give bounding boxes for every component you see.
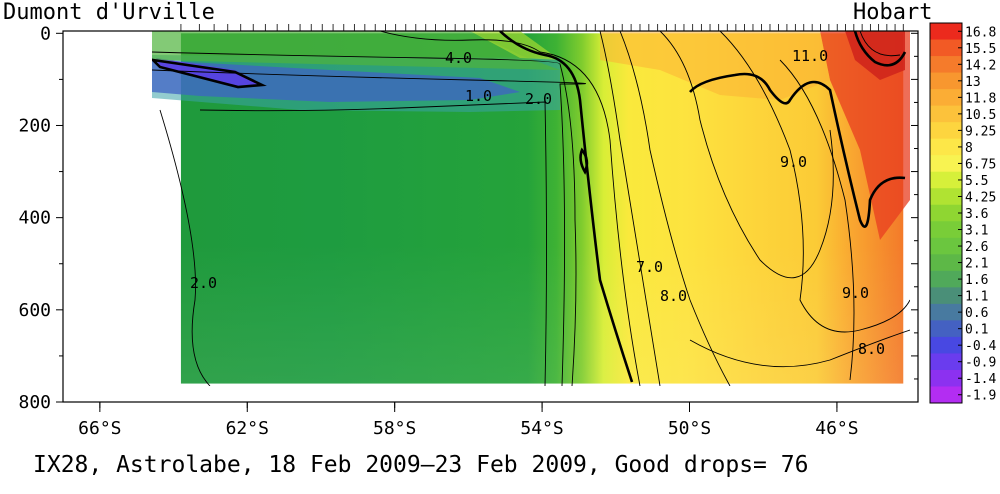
- colorbar-label: 2.1: [965, 257, 988, 272]
- colorbar-label: -0.9: [965, 356, 996, 371]
- contour-label: 11.0: [792, 47, 828, 65]
- y-axis: 0 200 400 600 800: [18, 23, 63, 413]
- right-axis-ticks: [911, 32, 918, 403]
- colorbar-label: 3.6: [965, 207, 988, 222]
- colorbar-swatch: [930, 105, 962, 123]
- plot-frame: [62, 30, 919, 403]
- colorbar-label: 15.5: [965, 42, 996, 57]
- colorbar-swatch: [930, 369, 962, 387]
- colorbar-label: 13: [965, 75, 981, 90]
- isotherm-thick: [152, 58, 267, 89]
- colorbar-swatch: [930, 320, 962, 338]
- title-right: Hobart: [853, 0, 932, 25]
- y-tick-label: 800: [18, 392, 51, 413]
- colorbar-swatch: [930, 56, 962, 74]
- y-tick-label: 0: [40, 23, 51, 44]
- contour-label: 1.0: [465, 87, 492, 105]
- contour-labels: 4.0 1.0 2.0 2.0 11.0 9.0 7.0 8.0 9.0 8.0: [190, 47, 885, 358]
- colorbar-label: 0.6: [965, 306, 988, 321]
- x-tick-label: 54°S: [520, 418, 563, 439]
- isotherm-thin: [159, 109, 211, 386]
- colorbar-swatch: [930, 171, 962, 189]
- isotherm-thin: [779, 59, 855, 381]
- x-tick-label: 66°S: [78, 418, 121, 439]
- colorbar-label: 0.1: [965, 323, 988, 338]
- temperature-field: [152, 31, 910, 384]
- isotherm-thin: [689, 329, 910, 368]
- isotherm-thin: [719, 31, 910, 333]
- colorbar-label: 10.5: [965, 108, 996, 123]
- colorbar-swatch: [930, 270, 962, 288]
- contour-label: 8.0: [660, 287, 687, 305]
- isotherm-thin: [199, 101, 547, 386]
- isotherm-thick: [579, 147, 589, 175]
- colorbar-swatch: [930, 188, 962, 206]
- isotherm-thick: [689, 72, 906, 228]
- contour-label: 9.0: [780, 153, 807, 171]
- colorbar-swatch: [930, 303, 962, 321]
- colorbar-swatch: [930, 39, 962, 57]
- colorbar-label: 11.8: [965, 91, 996, 106]
- y-tick-label: 600: [18, 300, 51, 321]
- isotherm-thin: [599, 31, 661, 386]
- colorbar-label: 4.25: [965, 190, 996, 205]
- isotherm-thin: [619, 31, 731, 386]
- x-tick-label: 46°S: [815, 418, 858, 439]
- colorbar-swatch: [930, 138, 962, 156]
- contour-label: 2.0: [525, 90, 552, 108]
- title-left: Dumont d'Urville: [3, 0, 215, 25]
- colorbar-label: -1.4: [965, 372, 996, 387]
- colorbar-label: 2.6: [965, 240, 988, 255]
- isotherm-thick: [499, 31, 634, 383]
- isotherm-thin: [152, 51, 577, 386]
- colorbar-swatch: [930, 155, 962, 173]
- contour-label: 9.0: [842, 284, 869, 302]
- x-axis: 66°S 62°S 58°S 54°S 50°S 46°S: [78, 402, 859, 439]
- colorbar-label: 1.1: [965, 290, 988, 305]
- colorbar-label: 5.5: [965, 174, 988, 189]
- colorbar-swatch: [930, 386, 962, 404]
- colorbar-label: -0.4: [965, 339, 996, 354]
- colorbar-label: 16.8: [965, 25, 996, 40]
- colorbar-swatch: [930, 221, 962, 239]
- contour-label: 7.0: [636, 258, 663, 276]
- colorbar-label: 6.75: [965, 157, 996, 172]
- colorbar-swatch: [930, 72, 962, 90]
- colorbar-label: 14.2: [965, 58, 996, 73]
- colorbar-swatch: [930, 353, 962, 371]
- isotherm-thin: [859, 31, 901, 57]
- x-tick-label: 62°S: [226, 418, 269, 439]
- isotherm-thin: [379, 31, 641, 386]
- colorbar-label: 9.25: [965, 124, 996, 139]
- x-tick-label: 58°S: [373, 418, 416, 439]
- depth-shading: [180, 33, 904, 384]
- colorbar-swatch: [930, 89, 962, 107]
- contour-label: 8.0: [858, 340, 885, 358]
- colorbar-swatch: [930, 204, 962, 222]
- colorbar-swatch: [930, 237, 962, 255]
- colorbar-swatch: [930, 287, 962, 305]
- colorbar-label: -1.9: [965, 389, 996, 404]
- contour-label: 4.0: [445, 49, 472, 67]
- colorbar-label: 1.6: [965, 273, 988, 288]
- colorbar-label: 3.1: [965, 224, 988, 239]
- station-ticks: [180, 24, 904, 31]
- isotherm-contours: [152, 31, 910, 386]
- plot-caption: IX28, Astrolabe, 18 Feb 2009–23 Feb 2009…: [33, 452, 809, 478]
- y-tick-label: 400: [18, 208, 51, 229]
- colorbar-label: 8: [965, 141, 973, 156]
- isotherm-thick: [853, 31, 907, 67]
- contour-label: 2.0: [190, 274, 217, 292]
- colorbar-swatch: [930, 23, 962, 41]
- colorbar-swatch: [930, 336, 962, 354]
- y-tick-label: 200: [18, 115, 51, 136]
- colorbar-swatch: [930, 254, 962, 272]
- x-tick-label: 50°S: [668, 418, 711, 439]
- colorbar-swatch: [930, 122, 962, 140]
